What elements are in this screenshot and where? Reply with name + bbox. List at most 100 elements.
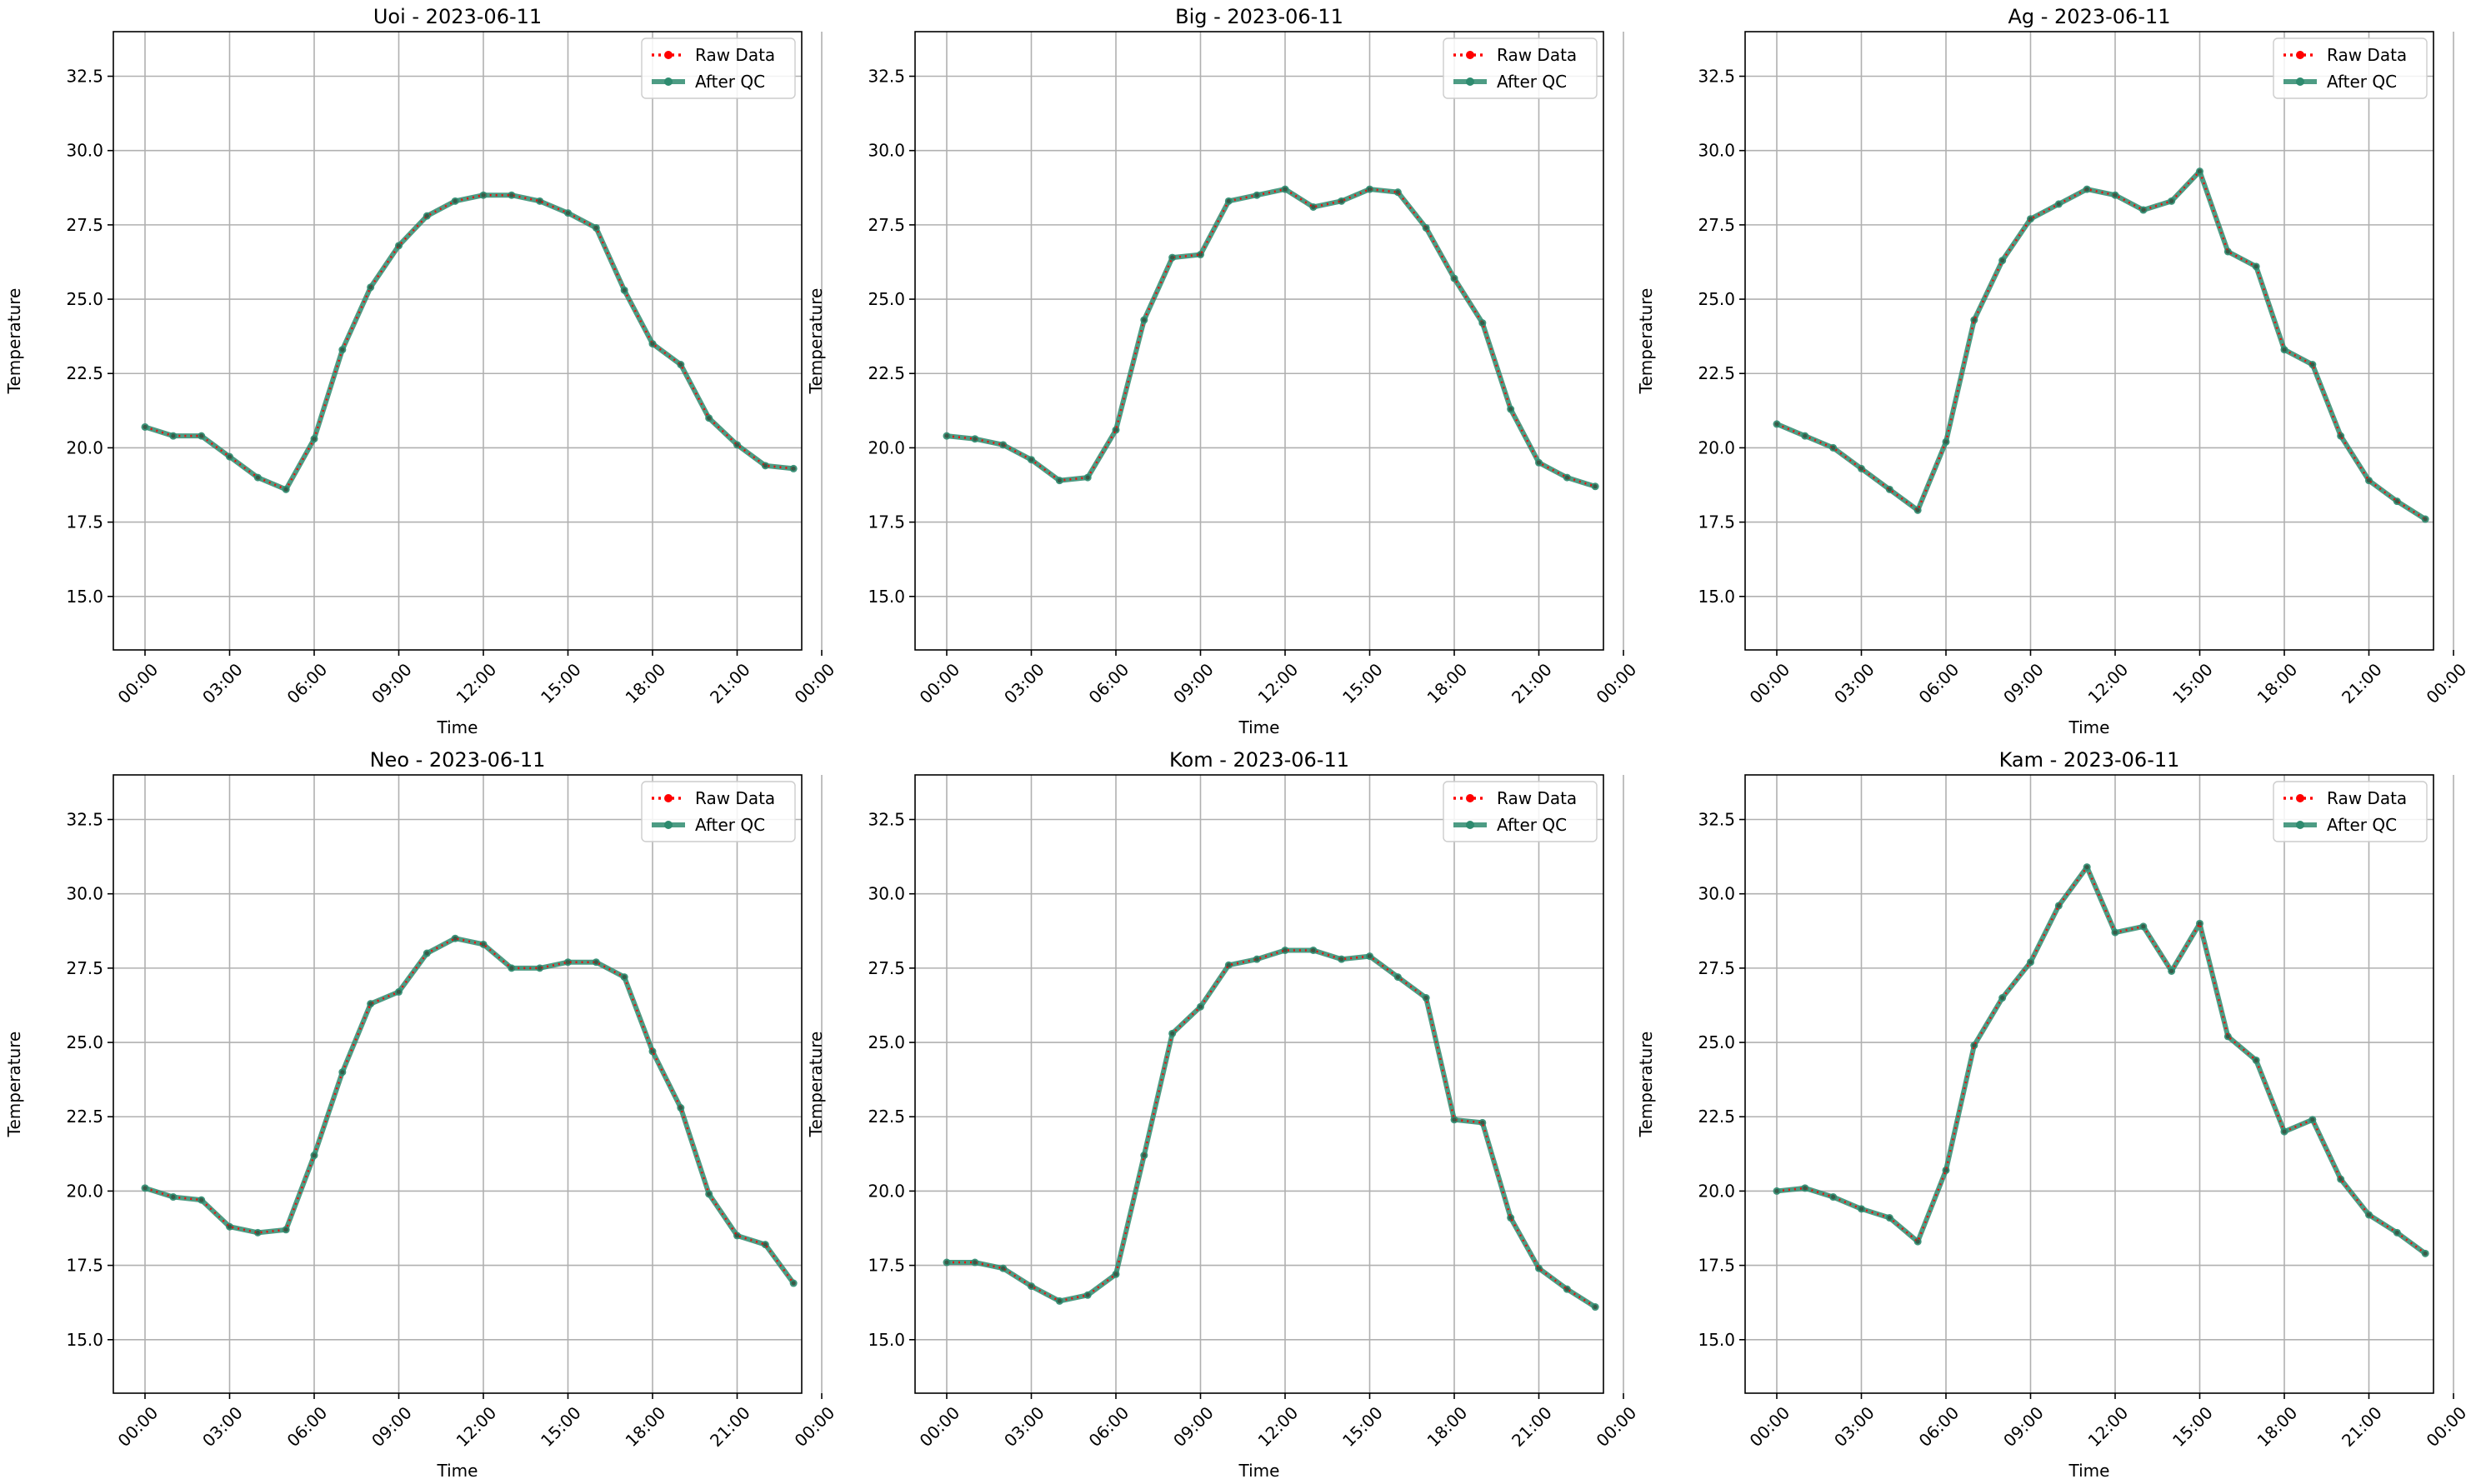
y-tick-label: 25.0 — [1698, 1032, 1735, 1052]
point-raw-data — [1859, 1207, 1863, 1212]
point-raw-data — [678, 1106, 683, 1111]
point-raw-data — [228, 1224, 232, 1229]
y-tick-label: 30.0 — [868, 141, 905, 161]
point-raw-data — [143, 1186, 148, 1191]
point-raw-data — [566, 960, 570, 965]
x-tick-label: 00:00 — [1746, 659, 1794, 707]
x-tick-label: 21:00 — [706, 659, 754, 707]
point-raw-data — [538, 198, 543, 203]
point-raw-data — [1887, 487, 1892, 492]
legend-marker-raw-data — [2296, 794, 2304, 802]
y-tick-label: 22.5 — [868, 363, 905, 383]
y-tick-label: 27.5 — [868, 215, 905, 235]
point-raw-data — [1564, 1287, 1569, 1292]
point-raw-data — [312, 1153, 317, 1158]
y-tick-label: 17.5 — [1698, 1256, 1735, 1276]
x-tick-label: 09:00 — [1169, 1402, 1218, 1451]
point-raw-data — [2113, 930, 2118, 935]
x-tick-label: 03:00 — [198, 1402, 247, 1451]
point-raw-data — [1803, 433, 1808, 438]
legend-marker-after-qc — [664, 821, 673, 829]
point-raw-data — [1537, 460, 1541, 465]
point-raw-data — [2198, 921, 2202, 926]
point-raw-data — [791, 1281, 796, 1286]
y-tick-label: 32.5 — [1698, 810, 1735, 830]
point-raw-data — [1085, 1292, 1090, 1297]
point-raw-data — [650, 1049, 655, 1054]
point-raw-data — [199, 433, 204, 438]
series-line-after-qc — [1775, 168, 2427, 522]
x-tick-label: 12:00 — [453, 659, 501, 707]
x-axis-label: Time — [2068, 1461, 2110, 1481]
series-line-after-qc — [144, 192, 794, 492]
x-tick-label: 03:00 — [198, 659, 247, 707]
x-tick-label: 00:00 — [916, 659, 964, 707]
point-raw-data — [1254, 957, 1259, 962]
point-raw-data — [2056, 903, 2061, 908]
point-raw-data — [1831, 445, 1836, 450]
point-raw-data — [2338, 433, 2343, 438]
legend-marker-after-qc — [2296, 821, 2304, 829]
legend: Raw Data After QC — [641, 37, 796, 99]
y-axis-label: Temperature — [806, 1032, 826, 1138]
legend-label-after-qc: After QC — [2327, 815, 2397, 835]
point-raw-data — [944, 1260, 949, 1265]
series-line-after-qc — [947, 947, 1597, 1310]
y-tick-label: 32.5 — [66, 67, 103, 87]
legend-marker-after-qc — [664, 77, 673, 86]
series-line-raw-data — [946, 187, 1596, 487]
y-tick-label: 17.5 — [1698, 512, 1735, 532]
x-tick-label: 03:00 — [1830, 1402, 1878, 1451]
point-raw-data — [2169, 968, 2174, 973]
subplot-2: 00:00 03:00 06:00 09:00 12:00 15:00 18:00 21:00… — [1636, 5, 2470, 737]
point-raw-data — [1226, 962, 1231, 967]
y-axis-label: Temperature — [1636, 288, 1656, 395]
x-tick-label: 18:00 — [2253, 1402, 2302, 1451]
legend: Raw Data After QC — [2273, 37, 2428, 99]
point-raw-data — [1198, 1004, 1203, 1009]
legend-marker-after-qc — [2296, 77, 2304, 86]
legend-label-after-qc: After QC — [1497, 72, 1567, 92]
chart-title: Kom - 2023-06-11 — [1169, 748, 1349, 772]
point-raw-data — [2282, 347, 2287, 352]
point-raw-data — [1198, 252, 1203, 257]
y-tick-label: 27.5 — [1698, 958, 1735, 978]
point-raw-data — [2056, 202, 2061, 207]
y-tick-label: 30.0 — [66, 141, 103, 161]
point-raw-data — [973, 1260, 978, 1265]
chart-title: Neo - 2023-06-11 — [370, 748, 546, 772]
point-raw-data — [1593, 1305, 1598, 1310]
point-raw-data — [228, 454, 232, 459]
subplot-4: 00:00 03:00 06:00 09:00 12:00 15:00 18:00 21:00… — [806, 748, 1640, 1481]
point-raw-data — [763, 1242, 768, 1247]
legend-label-raw-data: Raw Data — [695, 788, 775, 808]
point-raw-data — [2000, 258, 2005, 263]
point-raw-data — [340, 347, 345, 352]
point-raw-data — [1943, 1167, 1948, 1172]
y-tick-label: 32.5 — [868, 810, 905, 830]
point-raw-data — [2310, 1117, 2315, 1122]
point-raw-data — [255, 1230, 260, 1235]
point-raw-data — [143, 424, 148, 429]
point-raw-data — [2310, 362, 2315, 367]
y-tick-label: 30.0 — [1698, 141, 1735, 161]
x-tick-label: 21:00 — [2338, 1402, 2386, 1451]
point-raw-data — [1508, 1216, 1513, 1221]
point-raw-data — [1537, 1266, 1541, 1271]
point-raw-data — [1452, 276, 1457, 281]
x-tick-label: 15:00 — [537, 659, 585, 707]
point-raw-data — [1774, 1188, 1779, 1193]
subplot-0: 00:00 03:00 06:00 09:00 12:00 15:00 18:00 21:00… — [4, 5, 838, 737]
x-tick-label: 06:00 — [283, 1402, 332, 1451]
legend-label-raw-data: Raw Data — [1497, 788, 1577, 808]
legend-label-after-qc: After QC — [2327, 72, 2397, 92]
point-raw-data — [707, 1192, 712, 1197]
point-raw-data — [283, 1227, 288, 1232]
point-raw-data — [1057, 1298, 1062, 1303]
point-raw-data — [1001, 1266, 1006, 1271]
y-tick-label: 17.5 — [66, 512, 103, 532]
x-tick-label: 03:00 — [1830, 659, 1878, 707]
subplot-3: 00:00 03:00 06:00 09:00 12:00 15:00 18:00 21:00… — [4, 748, 838, 1481]
x-tick-label: 06:00 — [1915, 659, 1963, 707]
